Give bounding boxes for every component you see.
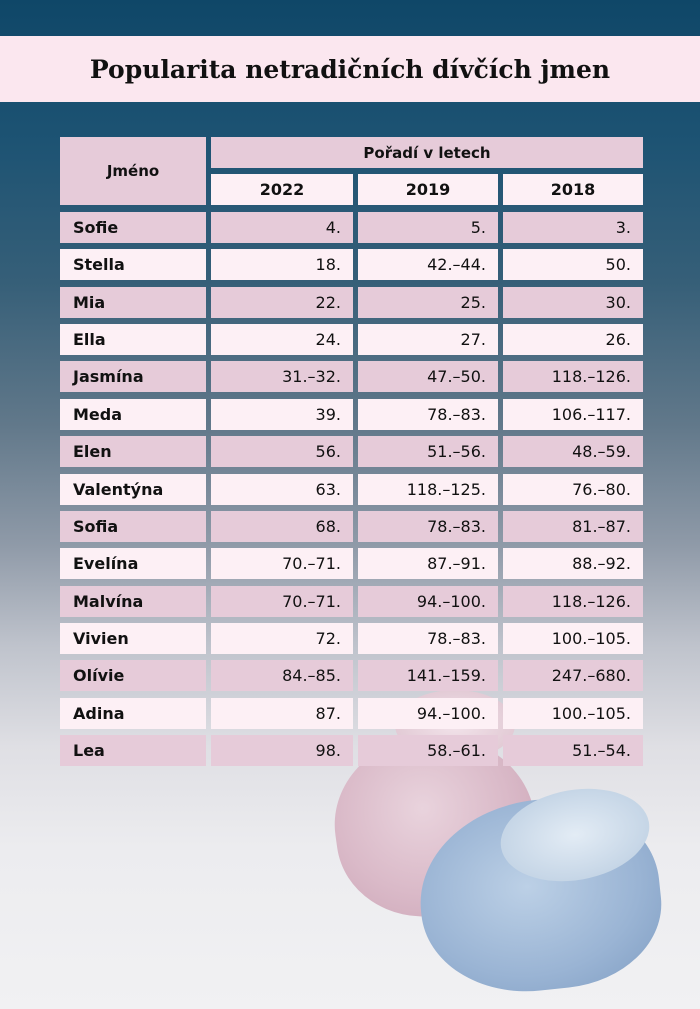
rank-2018: 100.–105. — [503, 623, 643, 655]
row-name: Ella — [60, 323, 206, 355]
rank-2019: 47.–50. — [358, 361, 498, 393]
row-name: Lea — [60, 735, 206, 767]
rank-2022: 24. — [211, 323, 353, 355]
row-name: Elen — [60, 436, 206, 468]
rank-2019: 78.–83. — [358, 510, 498, 542]
rank-2022: 84.–85. — [211, 660, 353, 692]
rank-2019: 25. — [358, 286, 498, 318]
rank-2018: 247.–680. — [503, 660, 643, 692]
rank-2018: 81.–87. — [503, 510, 643, 542]
rank-2019: 94.–100. — [358, 585, 498, 617]
rank-2019: 78.–83. — [358, 398, 498, 430]
name-column-header: Jméno — [60, 137, 206, 206]
rank-2022: 39. — [211, 398, 353, 430]
rank-2022: 70.–71. — [211, 585, 353, 617]
row-name: Stella — [60, 249, 206, 281]
rank-2018: 26. — [503, 323, 643, 355]
year-header-2019: 2019 — [358, 174, 498, 206]
rank-2019: 27. — [358, 323, 498, 355]
year-header-2018: 2018 — [503, 174, 643, 206]
rank-2022: 98. — [211, 735, 353, 767]
rank-2019: 42.–44. — [358, 249, 498, 281]
rank-2018: 88.–92. — [503, 548, 643, 580]
rank-2018: 76.–80. — [503, 473, 643, 505]
rank-2022: 22. — [211, 286, 353, 318]
rank-2019: 58.–61. — [358, 735, 498, 767]
page-title: Popularita netradičních dívčích jmen — [89, 54, 611, 84]
row-name: Sofie — [60, 211, 206, 243]
rank-2018: 118.–126. — [503, 361, 643, 393]
rank-2018: 106.–117. — [503, 398, 643, 430]
rank-2019: 87.–91. — [358, 548, 498, 580]
rank-2018: 51.–54. — [503, 735, 643, 767]
row-name: Evelína — [60, 548, 206, 580]
rank-group-header: Pořadí v letech — [211, 137, 643, 168]
rank-2018: 118.–126. — [503, 585, 643, 617]
rank-2018: 48.–59. — [503, 436, 643, 468]
rank-2019: 141.–159. — [358, 660, 498, 692]
row-name: Meda — [60, 398, 206, 430]
row-name: Vivien — [60, 623, 206, 655]
row-name: Malvína — [60, 585, 206, 617]
rank-2018: 100.–105. — [503, 697, 643, 729]
row-name: Jasmína — [60, 361, 206, 393]
rank-2022: 68. — [211, 510, 353, 542]
rank-2022: 72. — [211, 623, 353, 655]
row-name: Mia — [60, 286, 206, 318]
year-header-2022: 2022 — [211, 174, 353, 206]
rank-2018: 30. — [503, 286, 643, 318]
rank-2022: 56. — [211, 436, 353, 468]
rank-2019: 51.–56. — [358, 436, 498, 468]
rank-2019: 94.–100. — [358, 697, 498, 729]
rank-2019: 118.–125. — [358, 473, 498, 505]
rank-2019: 5. — [358, 211, 498, 243]
rank-2022: 31.–32. — [211, 361, 353, 393]
rank-2019: 78.–83. — [358, 623, 498, 655]
title-banner: Popularita netradičních dívčích jmen — [0, 36, 700, 102]
rank-2022: 18. — [211, 249, 353, 281]
row-name: Sofia — [60, 510, 206, 542]
rank-2022: 87. — [211, 697, 353, 729]
rank-2022: 63. — [211, 473, 353, 505]
row-name: Adina — [60, 697, 206, 729]
rank-2018: 50. — [503, 249, 643, 281]
rank-2022: 4. — [211, 211, 353, 243]
rank-2018: 3. — [503, 211, 643, 243]
rank-2022: 70.–71. — [211, 548, 353, 580]
row-name: Valentýna — [60, 473, 206, 505]
ranking-table: Jméno Pořadí v letech 2022 2019 2018 Sof… — [60, 137, 644, 767]
row-name: Olívie — [60, 660, 206, 692]
